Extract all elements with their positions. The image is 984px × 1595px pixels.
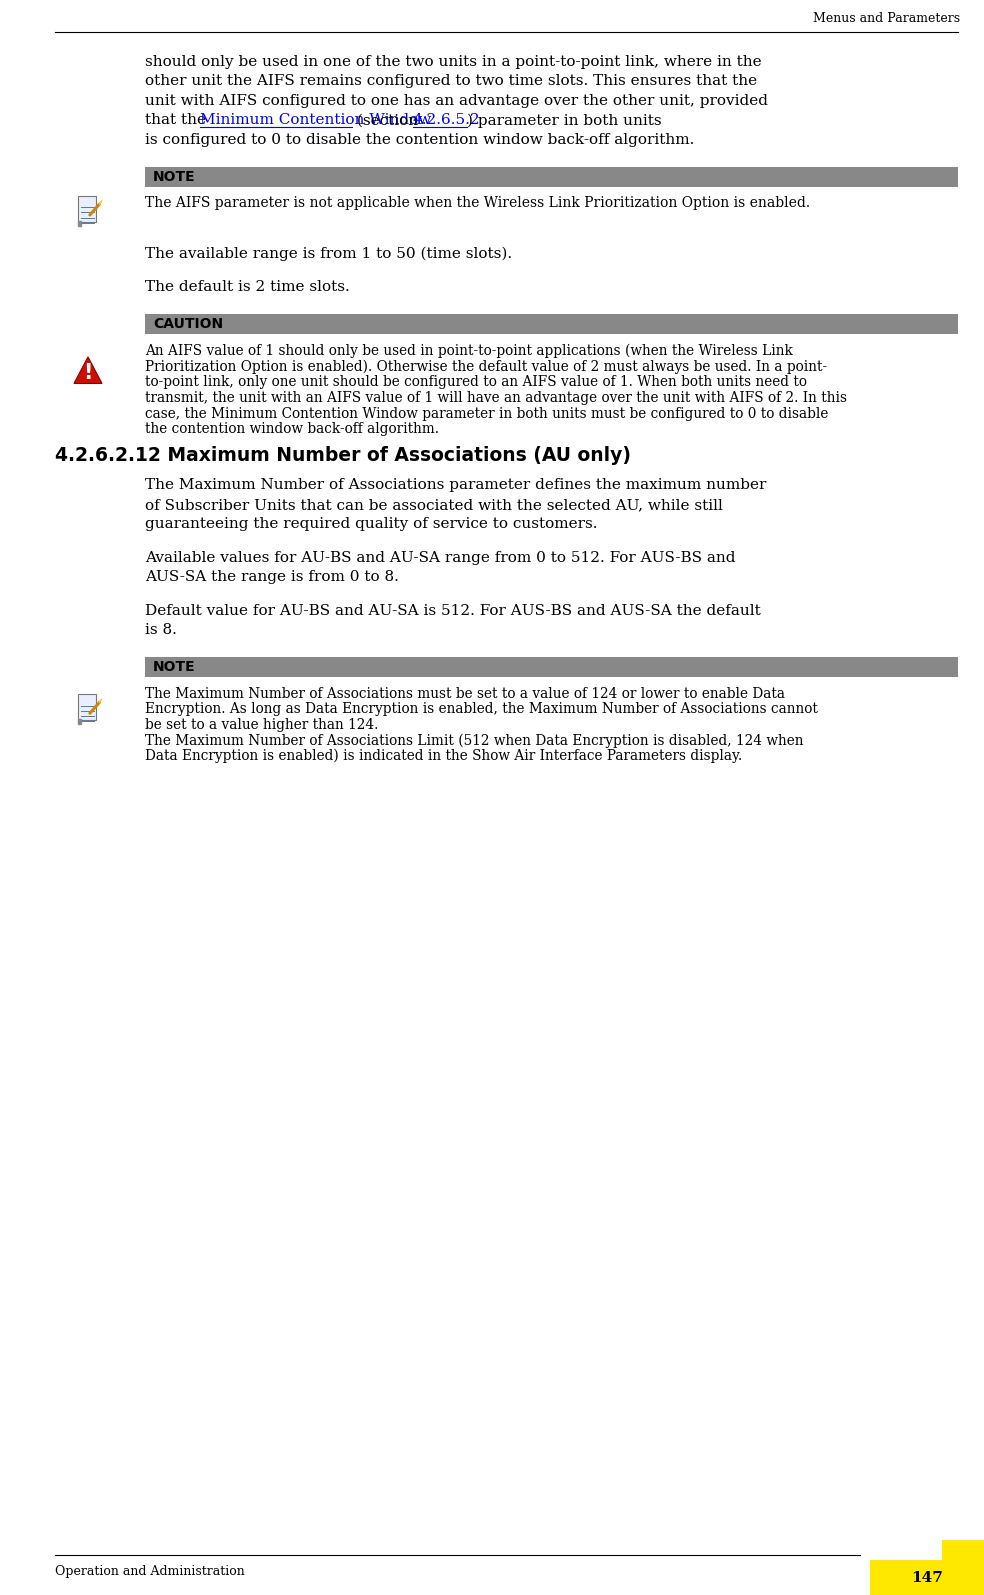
Polygon shape <box>74 357 102 383</box>
Text: The Maximum Number of Associations Limit (512 when Data Encryption is disabled, : The Maximum Number of Associations Limit… <box>145 734 804 748</box>
Text: 147: 147 <box>911 1571 943 1585</box>
FancyBboxPatch shape <box>78 694 96 719</box>
Text: The Maximum Number of Associations parameter defines the maximum number: The Maximum Number of Associations param… <box>145 478 767 493</box>
Text: The Maximum Number of Associations must be set to a value of 124 or lower to ena: The Maximum Number of Associations must … <box>145 687 785 700</box>
Text: be set to a value higher than 124.: be set to a value higher than 124. <box>145 718 379 732</box>
Text: of Subscriber Units that can be associated with the selected AU, while still: of Subscriber Units that can be associat… <box>145 498 723 512</box>
Bar <box>145 314 958 333</box>
FancyBboxPatch shape <box>78 196 96 222</box>
Text: Data Encryption is enabled) is indicated in the Show Air Interface Parameters di: Data Encryption is enabled) is indicated… <box>145 748 742 762</box>
Text: NOTE: NOTE <box>153 660 196 675</box>
Text: (section: (section <box>351 113 423 128</box>
Text: unit with AIFS configured to one has an advantage over the other unit, provided: unit with AIFS configured to one has an … <box>145 94 768 108</box>
Text: is configured to 0 to disable the contention window back-off algorithm.: is configured to 0 to disable the conten… <box>145 132 695 147</box>
Text: transmit, the unit with an AIFS value of 1 will have an advantage over the unit : transmit, the unit with an AIFS value of… <box>145 391 847 405</box>
Text: Encryption. As long as Data Encryption is enabled, the Maximum Number of Associa: Encryption. As long as Data Encryption i… <box>145 702 818 716</box>
Text: Menus and Parameters: Menus and Parameters <box>813 11 960 24</box>
Text: The available range is from 1 to 50 (time slots).: The available range is from 1 to 50 (tim… <box>145 247 512 262</box>
Text: Operation and Administration: Operation and Administration <box>55 1566 245 1579</box>
Bar <box>79 220 81 226</box>
Text: 4.2.6.5.2: 4.2.6.5.2 <box>412 113 480 128</box>
Text: 4.2.6.2.12 Maximum Number of Associations (AU only): 4.2.6.2.12 Maximum Number of Association… <box>55 447 631 466</box>
Text: the contention window back-off algorithm.: the contention window back-off algorithm… <box>145 423 439 437</box>
Bar <box>79 719 81 724</box>
Text: Default value for AU-BS and AU-SA is 512. For AUS-BS and AUS-SA the default: Default value for AU-BS and AU-SA is 512… <box>145 605 761 617</box>
Text: An AIFS value of 1 should only be used in point-to-point applications (when the : An AIFS value of 1 should only be used i… <box>145 343 793 357</box>
Text: to-point link, only one unit should be configured to an AIFS value of 1. When bo: to-point link, only one unit should be c… <box>145 375 807 389</box>
Bar <box>145 657 958 676</box>
Text: is 8.: is 8. <box>145 624 177 638</box>
Text: NOTE: NOTE <box>153 171 196 183</box>
Text: that the: that the <box>145 113 211 128</box>
Bar <box>870 1541 984 1595</box>
Bar <box>145 166 958 187</box>
Text: case, the Minimum Contention Window parameter in both units must be configured t: case, the Minimum Contention Window para… <box>145 407 829 421</box>
Text: should only be used in one of the two units in a point-to-point link, where in t: should only be used in one of the two un… <box>145 54 762 69</box>
Text: Minimum Contention Window: Minimum Contention Window <box>200 113 431 128</box>
Text: guaranteeing the required quality of service to customers.: guaranteeing the required quality of ser… <box>145 517 597 531</box>
Text: AUS-SA the range is from 0 to 8.: AUS-SA the range is from 0 to 8. <box>145 571 399 584</box>
Text: The AIFS parameter is not applicable when the Wireless Link Prioritization Optio: The AIFS parameter is not applicable whe… <box>145 196 810 211</box>
Text: The default is 2 time slots.: The default is 2 time slots. <box>145 281 349 293</box>
Text: CAUTION: CAUTION <box>153 317 223 332</box>
Text: other unit the AIFS remains configured to two time slots. This ensures that the: other unit the AIFS remains configured t… <box>145 75 757 88</box>
Text: Prioritization Option is enabled). Otherwise the default value of 2 must always : Prioritization Option is enabled). Other… <box>145 359 828 373</box>
Text: Available values for AU-BS and AU-SA range from 0 to 512. For AUS-BS and: Available values for AU-BS and AU-SA ran… <box>145 550 735 565</box>
Text: ) parameter in both units: ) parameter in both units <box>467 113 662 128</box>
Text: !: ! <box>84 362 92 383</box>
Bar <box>870 1541 942 1560</box>
